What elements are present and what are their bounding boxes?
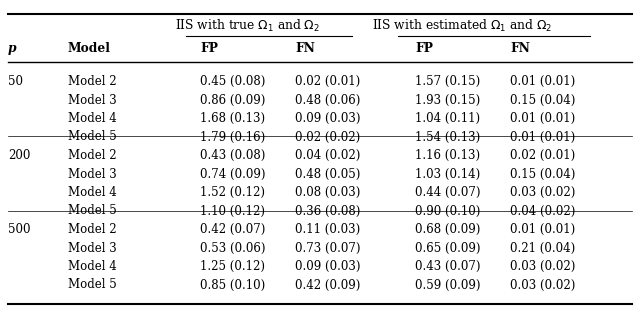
- Text: 1.68 (0.13): 1.68 (0.13): [200, 112, 265, 125]
- Text: 0.42 (0.09): 0.42 (0.09): [295, 278, 360, 292]
- Text: 0.09 (0.03): 0.09 (0.03): [295, 260, 360, 273]
- Text: 0.48 (0.05): 0.48 (0.05): [295, 167, 360, 181]
- Text: 1.25 (0.12): 1.25 (0.12): [200, 260, 265, 273]
- Text: 0.15 (0.04): 0.15 (0.04): [510, 93, 575, 107]
- Text: 200: 200: [8, 149, 30, 162]
- Text: 1.03 (0.14): 1.03 (0.14): [415, 167, 480, 181]
- Text: 0.11 (0.03): 0.11 (0.03): [295, 223, 360, 236]
- Text: 0.36 (0.08): 0.36 (0.08): [295, 204, 360, 218]
- Text: IIS with estimated $\Omega_1$ and $\Omega_2$: IIS with estimated $\Omega_1$ and $\Omeg…: [372, 18, 552, 34]
- Text: 0.01 (0.01): 0.01 (0.01): [510, 112, 575, 125]
- Text: 1.57 (0.15): 1.57 (0.15): [415, 75, 480, 88]
- Text: 0.01 (0.01): 0.01 (0.01): [510, 75, 575, 88]
- Text: 1.10 (0.12): 1.10 (0.12): [200, 204, 265, 218]
- Text: FN: FN: [510, 42, 530, 55]
- Text: Model 4: Model 4: [68, 186, 116, 199]
- Text: 0.03 (0.02): 0.03 (0.02): [510, 186, 575, 199]
- Text: 0.43 (0.07): 0.43 (0.07): [415, 260, 481, 273]
- Text: 50: 50: [8, 75, 23, 88]
- Text: 0.04 (0.02): 0.04 (0.02): [510, 204, 575, 218]
- Text: Model 2: Model 2: [68, 223, 116, 236]
- Text: 0.01 (0.01): 0.01 (0.01): [510, 223, 575, 236]
- Text: 0.03 (0.02): 0.03 (0.02): [510, 260, 575, 273]
- Text: FP: FP: [200, 42, 218, 55]
- Text: 1.54 (0.13): 1.54 (0.13): [415, 130, 480, 144]
- Text: 0.02 (0.01): 0.02 (0.01): [510, 149, 575, 162]
- Text: FP: FP: [415, 42, 433, 55]
- Text: 1.16 (0.13): 1.16 (0.13): [415, 149, 480, 162]
- Text: 0.74 (0.09): 0.74 (0.09): [200, 167, 266, 181]
- Text: Model 3: Model 3: [68, 93, 116, 107]
- Text: 0.01 (0.01): 0.01 (0.01): [510, 130, 575, 144]
- Text: 0.15 (0.04): 0.15 (0.04): [510, 167, 575, 181]
- Text: Model: Model: [68, 42, 111, 55]
- Text: 0.68 (0.09): 0.68 (0.09): [415, 223, 481, 236]
- Text: 0.59 (0.09): 0.59 (0.09): [415, 278, 481, 292]
- Text: 0.85 (0.10): 0.85 (0.10): [200, 278, 265, 292]
- Text: Model 3: Model 3: [68, 167, 116, 181]
- Text: 0.53 (0.06): 0.53 (0.06): [200, 241, 266, 255]
- Text: 0.86 (0.09): 0.86 (0.09): [200, 93, 266, 107]
- Text: Model 5: Model 5: [68, 278, 116, 292]
- Text: Model 5: Model 5: [68, 204, 116, 218]
- Text: Model 2: Model 2: [68, 75, 116, 88]
- Text: FN: FN: [295, 42, 315, 55]
- Text: p: p: [8, 42, 17, 55]
- Text: 0.03 (0.02): 0.03 (0.02): [510, 278, 575, 292]
- Text: 1.93 (0.15): 1.93 (0.15): [415, 93, 480, 107]
- Text: Model 4: Model 4: [68, 112, 116, 125]
- Text: 0.45 (0.08): 0.45 (0.08): [200, 75, 266, 88]
- Text: 0.08 (0.03): 0.08 (0.03): [295, 186, 360, 199]
- Text: 0.65 (0.09): 0.65 (0.09): [415, 241, 481, 255]
- Text: 0.43 (0.08): 0.43 (0.08): [200, 149, 266, 162]
- Text: Model 2: Model 2: [68, 149, 116, 162]
- Text: 1.52 (0.12): 1.52 (0.12): [200, 186, 265, 199]
- Text: Model 3: Model 3: [68, 241, 116, 255]
- Text: 0.73 (0.07): 0.73 (0.07): [295, 241, 360, 255]
- Text: 0.02 (0.02): 0.02 (0.02): [295, 130, 360, 144]
- Text: 1.79 (0.16): 1.79 (0.16): [200, 130, 265, 144]
- Text: 0.42 (0.07): 0.42 (0.07): [200, 223, 266, 236]
- Text: Model 4: Model 4: [68, 260, 116, 273]
- Text: 0.44 (0.07): 0.44 (0.07): [415, 186, 481, 199]
- Text: 500: 500: [8, 223, 31, 236]
- Text: 0.48 (0.06): 0.48 (0.06): [295, 93, 360, 107]
- Text: 0.90 (0.10): 0.90 (0.10): [415, 204, 481, 218]
- Text: 0.21 (0.04): 0.21 (0.04): [510, 241, 575, 255]
- Text: 0.04 (0.02): 0.04 (0.02): [295, 149, 360, 162]
- Text: 1.04 (0.11): 1.04 (0.11): [415, 112, 480, 125]
- Text: IIS with true $\Omega_1$ and $\Omega_2$: IIS with true $\Omega_1$ and $\Omega_2$: [175, 18, 319, 34]
- Text: 0.09 (0.03): 0.09 (0.03): [295, 112, 360, 125]
- Text: Model 5: Model 5: [68, 130, 116, 144]
- Text: 0.02 (0.01): 0.02 (0.01): [295, 75, 360, 88]
